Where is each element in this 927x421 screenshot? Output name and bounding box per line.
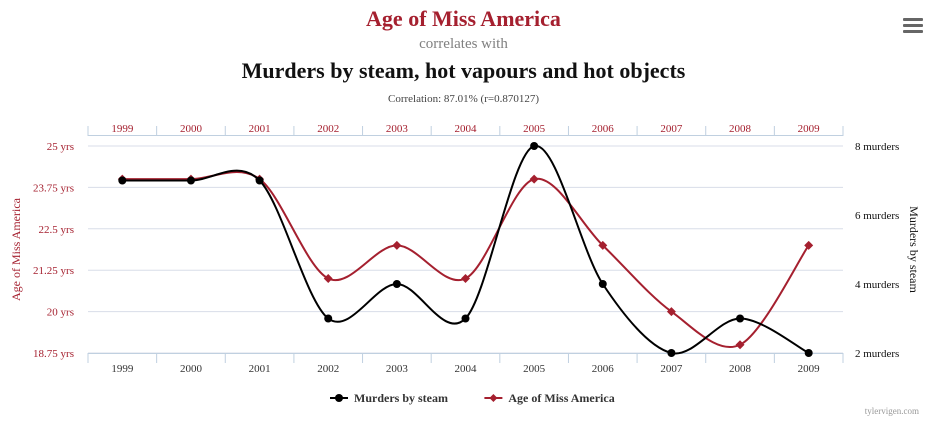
data-point-circle (667, 349, 676, 357)
legend-item-label: Murders by steam (354, 391, 448, 405)
chart-title-first-variable: Age of Miss America (366, 6, 561, 31)
left-axis-title: Age of Miss America (9, 197, 23, 301)
x-axis-tick-label: 2001 (249, 363, 271, 375)
data-point-circle (598, 280, 607, 288)
x-axis-top-tick-label: 2006 (592, 123, 615, 135)
chart-title-second-variable: Murders by steam, hot vapours and hot ob… (241, 58, 686, 83)
data-point-diamond (804, 240, 814, 250)
data-point-circle (736, 314, 745, 323)
data-point-diamond (598, 240, 608, 250)
x-axis-top-tick-label: 2002 (317, 123, 339, 135)
x-axis-top-tick-label: 2007 (660, 123, 683, 135)
left-axis-tick-label: 18.75 yrs (33, 348, 74, 360)
data-point-diamond (735, 340, 745, 350)
left-axis-tick-label: 21.25 yrs (33, 265, 74, 277)
x-axis-top-tick-label: 1999 (111, 123, 134, 135)
menu-bar (903, 24, 923, 27)
data-point-circle (118, 176, 127, 185)
data-point-diamond (461, 273, 470, 283)
x-axis-tick-label: 2008 (729, 363, 752, 375)
x-axis-tick-label: 2006 (592, 363, 615, 375)
data-point-diamond (323, 273, 333, 283)
left-axis-tick-label: 25 yrs (47, 141, 74, 153)
menu-bar (903, 18, 923, 21)
credit-text: tylervigen.com (864, 406, 919, 416)
right-axis-tick-label: 2 murders (855, 348, 899, 360)
x-axis-tick-label: 2000 (180, 363, 203, 375)
x-axis-tick-label: 2007 (660, 363, 683, 375)
chart-title-connector: correlates with (419, 36, 508, 52)
data-point-circle (530, 142, 539, 150)
x-axis-top-tick-label: 2003 (386, 123, 409, 135)
x-axis-top-tick-label: 2005 (523, 123, 546, 135)
data-point-circle (324, 314, 333, 323)
x-axis-top-tick-label: 2000 (180, 123, 203, 135)
right-axis-tick-label: 8 murders (855, 141, 899, 153)
x-axis-tick-label: 2004 (455, 363, 478, 375)
x-axis-top-tick-label: 2008 (729, 123, 752, 135)
data-point-diamond (666, 307, 676, 317)
x-axis-top-tick-label: 2004 (455, 123, 478, 135)
x-axis-tick-label: 2009 (798, 363, 821, 375)
legend-marker-circle (335, 394, 343, 402)
data-point-diamond (392, 240, 402, 250)
data-point-circle (186, 176, 195, 185)
left-axis-tick-label: 23.75 yrs (33, 182, 74, 194)
data-point-circle (804, 349, 813, 357)
left-axis-tick-label: 20 yrs (47, 307, 74, 319)
x-axis-tick-label: 1999 (111, 363, 134, 375)
x-axis-tick-label: 2002 (317, 363, 339, 375)
right-axis-tick-label: 6 murders (855, 210, 899, 222)
menu-bar (903, 30, 923, 33)
right-axis-title: Murders by steam (907, 206, 921, 293)
hamburger-menu-icon[interactable] (903, 18, 923, 34)
legend-marker-diamond (489, 394, 498, 402)
data-point-circle (392, 280, 401, 288)
x-axis-tick-label: 2005 (523, 363, 546, 375)
right-axis-tick-label: 4 murders (855, 279, 899, 291)
x-axis-top-tick-label: 2001 (249, 123, 271, 135)
data-point-circle (461, 314, 470, 323)
data-point-circle (255, 176, 264, 185)
data-point-diamond (529, 174, 539, 184)
correlation-subtitle: Correlation: 87.01% (r=0.870127) (387, 93, 539, 105)
left-axis-tick-label: 22.5 yrs (39, 224, 74, 236)
legend-item-label: Age of Miss America (508, 391, 614, 405)
x-axis-top-tick-label: 2009 (798, 123, 821, 135)
x-axis-tick-label: 2003 (386, 363, 409, 375)
